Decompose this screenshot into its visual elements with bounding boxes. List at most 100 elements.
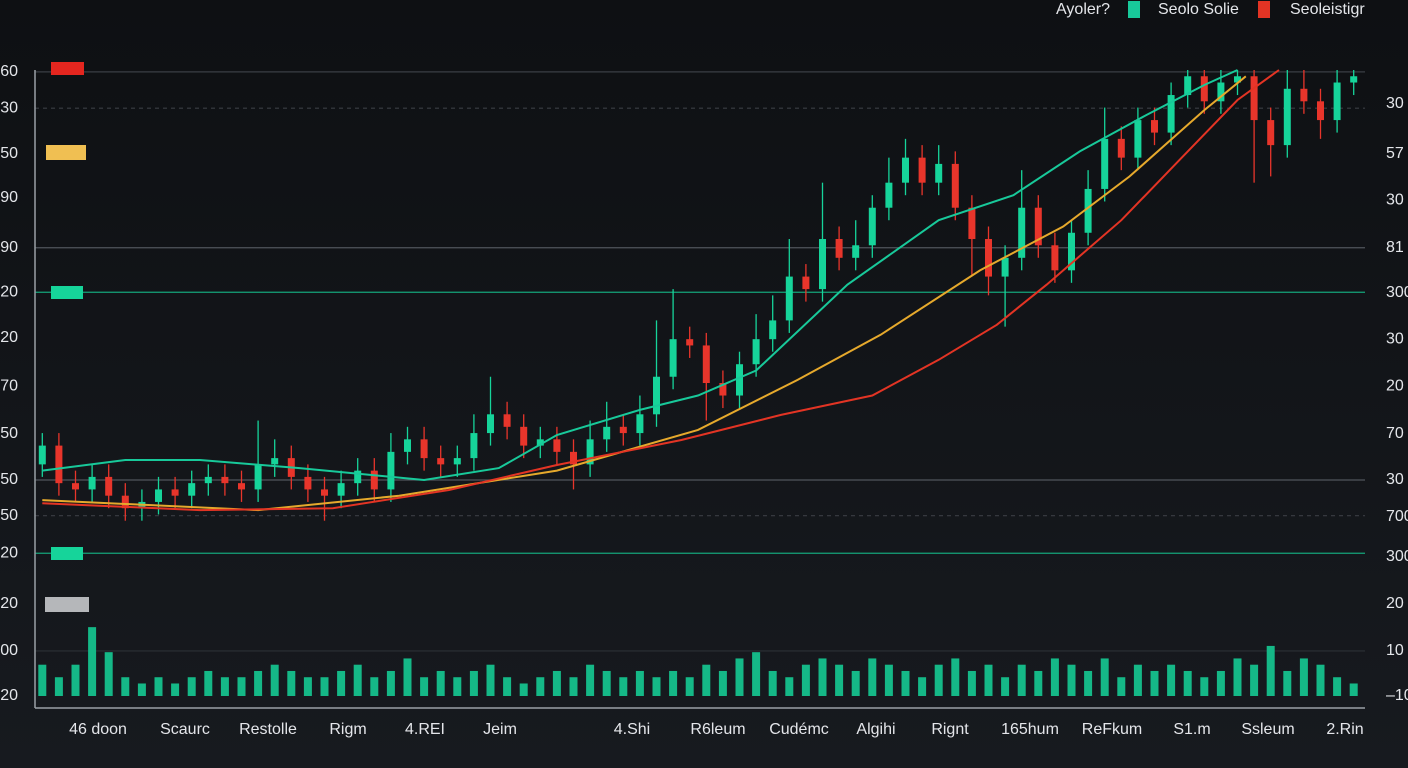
volume-bar	[1183, 670, 1192, 696]
volume-bar	[503, 677, 512, 696]
candle-body	[254, 464, 262, 490]
candle-body	[619, 426, 627, 434]
volume-bar	[552, 670, 561, 696]
y-tick-label: 20	[0, 595, 18, 612]
volume-bar	[1034, 670, 1043, 696]
x-tick-label: Scaurc	[160, 721, 210, 738]
candle-body	[1134, 120, 1142, 158]
y2-tick-label: 20	[1386, 377, 1404, 394]
candle-body	[636, 414, 644, 434]
y2-tick-label: 30	[1386, 471, 1404, 488]
candle-body	[553, 439, 561, 452]
candle-body	[1350, 76, 1358, 83]
candle-body	[570, 451, 577, 465]
candle-body	[155, 489, 162, 502]
candle-body	[1300, 88, 1308, 102]
volume-bar	[768, 670, 777, 696]
volume-bar	[1067, 664, 1076, 696]
volume-bar	[635, 670, 644, 696]
candle-body	[1333, 82, 1341, 121]
ma-line	[42, 69, 1238, 482]
volume-bar	[121, 677, 130, 696]
x-tick-label: Cudémc	[769, 721, 829, 738]
candle-body	[387, 451, 395, 490]
candle-body	[321, 489, 328, 496]
volume-bar	[652, 677, 661, 696]
volume-bar	[469, 670, 478, 696]
volume-bar	[1133, 664, 1142, 696]
volume-bar	[868, 658, 877, 696]
volume-bar	[71, 664, 80, 696]
volume-bar	[835, 664, 844, 696]
candle-body	[1151, 120, 1158, 133]
legend-label: Seolo Solie	[1158, 1, 1239, 18]
volume-bar	[137, 683, 146, 696]
candle-body	[686, 339, 694, 346]
badge	[51, 547, 83, 560]
candle-body	[520, 426, 528, 446]
y2-tick-label: 300	[1386, 548, 1408, 565]
candle-body	[968, 207, 976, 240]
volume-bar	[1017, 664, 1026, 696]
candle-body	[1283, 88, 1291, 146]
badge	[46, 145, 86, 160]
candle-body	[221, 476, 229, 484]
volume-bar	[237, 677, 246, 696]
y-tick-label: 50	[0, 471, 18, 488]
volume-bar	[1050, 658, 1059, 696]
candle-body	[885, 182, 893, 208]
candle-body	[271, 458, 279, 465]
candle-body	[370, 470, 378, 490]
candle-body	[1068, 232, 1075, 271]
y-tick-label: 50	[0, 145, 18, 162]
y2-tick-label: 700	[1386, 508, 1408, 525]
volume-bar	[303, 677, 312, 696]
candle-body	[55, 445, 63, 484]
candle-body	[1034, 207, 1042, 246]
volume-bar	[951, 658, 960, 696]
volume-bar	[934, 664, 943, 696]
y2-tick-label: 30	[1386, 330, 1404, 347]
candle-body	[437, 458, 445, 465]
volume-bar	[918, 677, 927, 696]
volume-bar	[1316, 664, 1325, 696]
volume-bar	[1001, 677, 1010, 696]
candle-body	[470, 433, 478, 459]
candle-body	[1018, 207, 1026, 258]
legend-swatch	[1258, 1, 1270, 18]
volume-bar	[801, 664, 810, 696]
volume-bar	[104, 652, 113, 696]
volume-bar	[519, 683, 528, 696]
candle-body	[1250, 76, 1258, 121]
volume-bar	[669, 670, 678, 696]
volume-bar	[1349, 683, 1358, 696]
candle-body	[935, 163, 943, 183]
candle-body	[586, 439, 594, 465]
y-tick-label: 70	[0, 377, 18, 394]
y-tick-label: 90	[0, 189, 18, 206]
y2-tick-label: 10	[1386, 642, 1404, 659]
candle-body	[951, 163, 959, 208]
candle-body	[188, 483, 196, 496]
volume-bar	[785, 677, 794, 696]
ma-line	[42, 75, 1247, 512]
candle-body	[1267, 120, 1275, 146]
candle-body	[420, 439, 428, 459]
y-tick-label: 20	[0, 283, 18, 300]
y2-tick-label: 20	[1386, 595, 1404, 612]
x-tick-label: 46 doon	[69, 721, 127, 738]
candle-body	[719, 383, 727, 396]
x-tick-label: 4.REI	[405, 721, 445, 738]
x-tick-label: Restolle	[239, 721, 297, 738]
candle-body	[1051, 245, 1059, 271]
candle-body	[88, 476, 96, 490]
volume-bar	[453, 677, 462, 696]
volume-bar	[702, 664, 711, 696]
volume-bar	[1233, 658, 1242, 696]
volume-bar	[851, 670, 860, 696]
y-tick-label: 20	[0, 687, 18, 704]
volume-bar	[685, 677, 694, 696]
candle-body	[785, 276, 793, 321]
candle-body	[38, 445, 46, 465]
